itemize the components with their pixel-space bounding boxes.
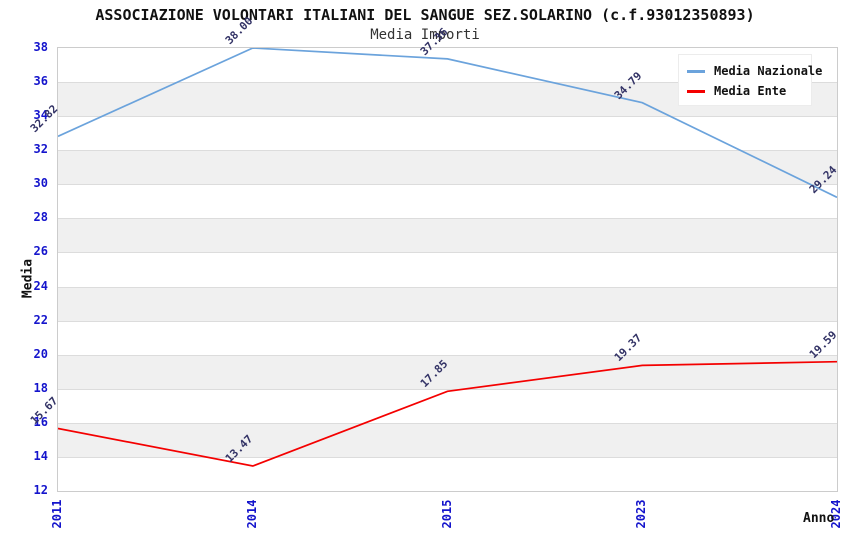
legend-label: Media Nazionale [714,64,823,78]
plot-area [57,47,838,492]
legend-swatch [687,69,705,73]
legend-swatch [687,89,705,93]
y-axis-tick-label: 12 [33,483,48,497]
legend-item: Media Nazionale [687,64,822,78]
y-axis-tick-label: 22 [33,312,48,327]
grid-band [58,286,837,322]
x-axis-tick-label: 2023 [634,499,649,529]
grid-band [58,218,837,254]
chart-subtitle: Media Importi [370,27,480,43]
y-axis-tick-label: 26 [33,244,48,259]
grid-band [58,150,837,186]
grid-band [58,456,837,492]
grid-band [58,422,837,458]
y-axis-tick-label: 18 [33,380,48,395]
y-axis-tick-label: 32 [33,142,48,157]
chart-title: ASSOCIAZIONE VOLONTARI ITALIANI DEL SANG… [95,6,755,24]
grid-band [58,252,837,287]
series-line [58,360,837,467]
grid-band [58,354,837,390]
y-axis-tick-label: 28 [33,210,48,225]
legend: Media Nazionale Media Ente [678,54,822,106]
x-axis-title: Anno [803,511,835,526]
y-axis-tick-label: 30 [33,176,48,191]
x-axis-tick-label: 2011 [50,499,64,529]
y-axis-tick-label: 36 [33,74,48,89]
legend-label: Media Ente [714,84,787,98]
grid-band [58,320,837,356]
series-line [58,48,837,199]
x-axis-tick-label: 2015 [439,499,454,529]
y-axis-tick-label: 20 [33,346,48,361]
x-axis-tick-label: 2014 [244,499,259,529]
series-lines [58,48,837,467]
grid-band [58,184,837,219]
y-axis-tick-label: 14 [33,448,48,463]
legend-item: Media Ente [687,84,803,98]
grid-band [58,388,837,424]
y-axis-tick-label: 34 [33,108,48,123]
y-axis-tick-label: 38 [33,40,48,54]
y-axis-tick-label: 16 [33,414,48,429]
y-axis-tick-label: 24 [33,278,48,293]
y-axis-title: Media [20,258,36,299]
grid-band [58,116,837,151]
